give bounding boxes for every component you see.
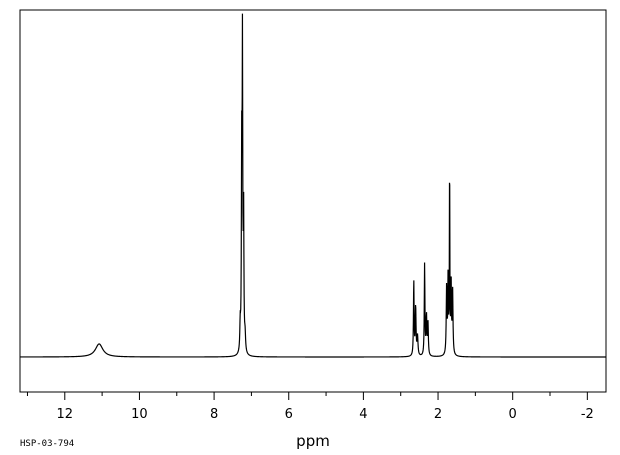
x-tick-label: 6 — [285, 407, 293, 422]
x-tick-label: 4 — [359, 407, 367, 422]
spectrum-id-label: HSP-03-794 — [20, 439, 74, 449]
x-tick-label: 10 — [131, 407, 148, 422]
spectrum-trace — [20, 13, 606, 358]
plot-frame — [19, 9, 607, 393]
x-tick-label: 0 — [509, 407, 517, 422]
x-axis-title: ppm — [296, 432, 330, 450]
x-tick-label: 12 — [57, 407, 74, 422]
x-tick-label: -2 — [581, 407, 594, 422]
x-tick-label: 2 — [434, 407, 442, 422]
x-tick-label: 8 — [210, 407, 218, 422]
x-axis-tick-labels: 12 10 8 6 4 2 0 -2 — [57, 407, 594, 422]
x-axis-ticks — [26, 392, 588, 400]
